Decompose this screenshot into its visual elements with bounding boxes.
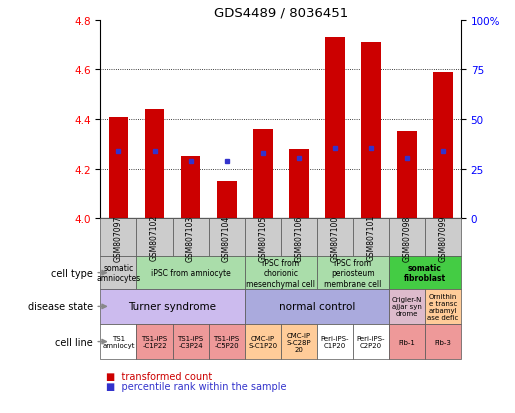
Bar bbox=[209, 219, 245, 257]
Bar bbox=[136, 219, 173, 257]
Text: TS1-iPS
-C5P20: TS1-iPS -C5P20 bbox=[214, 335, 239, 348]
Text: somatic
amniocytes: somatic amniocytes bbox=[96, 263, 141, 282]
Bar bbox=[353, 219, 389, 257]
Text: ■  transformed count: ■ transformed count bbox=[106, 371, 212, 381]
Bar bbox=[433, 73, 453, 219]
Bar bbox=[361, 43, 381, 219]
Bar bbox=[100, 219, 136, 257]
Text: GSM807100: GSM807100 bbox=[330, 215, 339, 261]
Text: GSM807099: GSM807099 bbox=[438, 215, 448, 261]
Text: GSM807102: GSM807102 bbox=[150, 215, 159, 261]
Text: GSM807106: GSM807106 bbox=[294, 215, 303, 261]
Text: CMC-iP
S-C1P20: CMC-iP S-C1P20 bbox=[248, 335, 277, 348]
Text: Fib-3: Fib-3 bbox=[435, 339, 451, 345]
Bar bbox=[281, 324, 317, 359]
Text: GSM807097: GSM807097 bbox=[114, 215, 123, 261]
Text: ■  percentile rank within the sample: ■ percentile rank within the sample bbox=[106, 381, 286, 391]
Text: GSM807104: GSM807104 bbox=[222, 215, 231, 261]
Text: Peri-iPS-
C1P20: Peri-iPS- C1P20 bbox=[320, 335, 349, 348]
Bar bbox=[389, 324, 425, 359]
Text: GSM807103: GSM807103 bbox=[186, 215, 195, 261]
Text: TS1
amniocyt: TS1 amniocyt bbox=[102, 335, 135, 348]
Bar bbox=[136, 324, 173, 359]
Bar bbox=[136, 257, 245, 289]
Text: iPSC from
periosteum
membrane cell: iPSC from periosteum membrane cell bbox=[324, 258, 382, 288]
Text: GSM807098: GSM807098 bbox=[402, 215, 411, 261]
Bar bbox=[325, 38, 345, 219]
Bar bbox=[217, 182, 236, 219]
Bar bbox=[100, 324, 136, 359]
Bar bbox=[389, 289, 425, 324]
Text: CMC-iP
S-C28P
20: CMC-iP S-C28P 20 bbox=[286, 332, 311, 352]
Bar bbox=[145, 110, 164, 219]
Bar bbox=[245, 324, 281, 359]
Bar bbox=[209, 324, 245, 359]
Text: Ornithin
e transc
arbamyl
ase defic: Ornithin e transc arbamyl ase defic bbox=[427, 293, 458, 320]
Text: Fib-1: Fib-1 bbox=[399, 339, 415, 345]
Text: GSM807105: GSM807105 bbox=[258, 215, 267, 261]
Text: normal control: normal control bbox=[279, 301, 355, 312]
Text: cell line: cell line bbox=[55, 337, 93, 347]
Text: Crigler-N
ajjar syn
drome: Crigler-N ajjar syn drome bbox=[392, 297, 422, 317]
Bar bbox=[425, 324, 461, 359]
Bar bbox=[317, 219, 353, 257]
Bar bbox=[109, 117, 128, 219]
Bar bbox=[389, 257, 461, 289]
Bar bbox=[425, 219, 461, 257]
Title: GDS4489 / 8036451: GDS4489 / 8036451 bbox=[214, 7, 348, 19]
Text: Peri-iPS-
C2P20: Peri-iPS- C2P20 bbox=[356, 335, 385, 348]
Text: disease state: disease state bbox=[28, 301, 93, 312]
Bar bbox=[181, 157, 200, 219]
Bar bbox=[281, 219, 317, 257]
Text: cell type: cell type bbox=[51, 268, 93, 278]
Bar bbox=[289, 150, 308, 219]
Bar bbox=[397, 132, 417, 219]
Text: iPSC from
chorionic
mesenchymal cell: iPSC from chorionic mesenchymal cell bbox=[246, 258, 315, 288]
Bar bbox=[100, 289, 245, 324]
Text: TS1-iPS
-C3P24: TS1-iPS -C3P24 bbox=[178, 335, 203, 348]
Bar bbox=[245, 289, 389, 324]
Bar bbox=[253, 130, 272, 219]
Text: somatic
fibroblast: somatic fibroblast bbox=[404, 263, 446, 282]
Bar bbox=[353, 324, 389, 359]
Bar bbox=[317, 257, 389, 289]
Bar bbox=[389, 219, 425, 257]
Text: Turner syndrome: Turner syndrome bbox=[129, 301, 216, 312]
Bar bbox=[245, 219, 281, 257]
Bar bbox=[425, 289, 461, 324]
Text: GSM807101: GSM807101 bbox=[366, 215, 375, 261]
Text: TS1-iPS
-C1P22: TS1-iPS -C1P22 bbox=[142, 335, 167, 348]
Text: iPSC from amniocyte: iPSC from amniocyte bbox=[151, 268, 230, 278]
Bar bbox=[317, 324, 353, 359]
Bar bbox=[173, 219, 209, 257]
Bar bbox=[245, 257, 317, 289]
Bar bbox=[100, 257, 136, 289]
Bar bbox=[173, 324, 209, 359]
